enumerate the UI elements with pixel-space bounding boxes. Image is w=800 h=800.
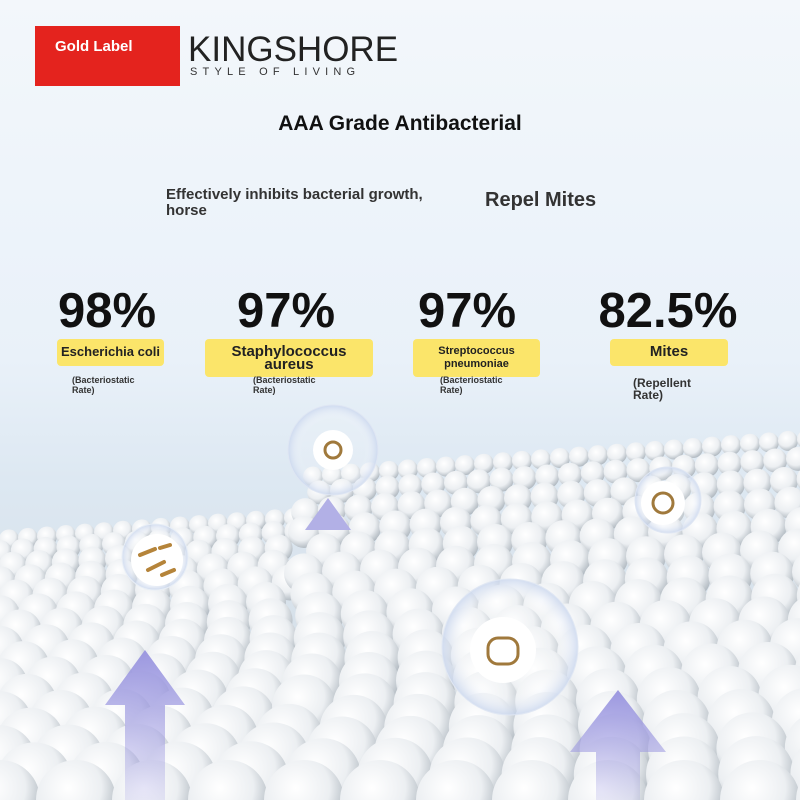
stat-note: (Repellent Rate) <box>633 376 692 402</box>
fiber-ball <box>607 443 627 464</box>
fiber-ball <box>740 433 760 454</box>
fiber-ball <box>36 760 116 800</box>
fiber-ball <box>466 469 491 494</box>
arrows <box>105 498 666 800</box>
fiber-ball <box>436 456 456 477</box>
stat-note: (Bacteriostatic Rate) <box>440 375 503 395</box>
stat-label: Streptococcus pneumoniae <box>413 339 540 377</box>
fiber-ball <box>474 453 494 474</box>
fiber-ball <box>740 450 765 475</box>
fiber-ball <box>398 474 423 499</box>
stat-value: 98% <box>57 284 157 338</box>
fiber-ball <box>512 450 532 471</box>
fiber-ball <box>0 760 40 800</box>
fiber-ball <box>796 782 800 800</box>
icon <box>486 636 520 666</box>
stat-note: (Bacteriostatic Rate) <box>72 375 135 395</box>
fiber-ball <box>720 760 800 800</box>
fiber-ball <box>792 554 800 589</box>
feature: Effectively inhibits bacterial growth, h… <box>166 186 423 219</box>
fiber-ball <box>694 453 719 478</box>
fiber-ball <box>455 455 475 476</box>
badge: Gold Label <box>35 26 180 86</box>
fiber-ball <box>664 439 684 460</box>
fiber-ball <box>512 466 537 491</box>
headline: AAA Grade Antibacterial <box>278 112 522 135</box>
arrow <box>570 690 666 800</box>
stat-value: 97% <box>417 284 517 338</box>
fiber-ball <box>644 760 724 800</box>
fiber-ball <box>626 458 651 483</box>
stat-label: Escherichia coli <box>57 339 164 366</box>
fiber-ball <box>188 760 268 800</box>
fiber-ball <box>716 470 745 499</box>
fiber-ball <box>264 760 344 800</box>
icon <box>313 430 353 470</box>
stat-label: Mites <box>610 339 728 366</box>
fiber-ball <box>489 467 514 492</box>
fiber-ball <box>778 430 798 451</box>
fiber-ball <box>626 442 646 463</box>
icon <box>641 481 685 525</box>
arrow <box>105 650 185 800</box>
fiber-ball <box>763 448 788 473</box>
fiber-ball <box>796 470 800 489</box>
fiber-ball <box>340 760 420 800</box>
fiber-ball <box>493 452 513 473</box>
fiber-ball <box>645 440 665 461</box>
fiber-ball <box>569 446 589 467</box>
fiber-ball <box>550 448 570 468</box>
icon <box>131 534 183 586</box>
fiber-ball <box>535 464 560 489</box>
fiber-ball <box>786 446 800 471</box>
brand-tagline: STYLE OF LIVING <box>190 66 361 78</box>
brand-name: KINGSHORE <box>188 30 399 69</box>
fiber-ball <box>683 438 703 459</box>
fiber-ball <box>531 449 551 470</box>
fiber-ball <box>416 760 496 800</box>
fiber-ball <box>759 432 779 453</box>
icon <box>651 491 675 515</box>
fiber-ball <box>797 432 800 447</box>
stat-label: Staphylococcus aureus <box>205 339 373 377</box>
stat-value: 97% <box>236 284 336 338</box>
icon <box>323 440 343 460</box>
fiber-ball <box>721 435 741 456</box>
fiber-ball <box>492 760 572 800</box>
fiber-ball <box>379 460 399 481</box>
fiber-ball <box>702 436 722 457</box>
icon <box>138 543 176 577</box>
fiber-ball <box>558 462 582 487</box>
fiber-ball <box>588 445 608 466</box>
icon <box>470 617 536 683</box>
bubbles <box>121 404 702 716</box>
arrow <box>305 498 351 530</box>
feature: Repel Mites <box>485 189 597 211</box>
fiber-ball <box>717 451 742 476</box>
stat-note: (Bacteriostatic Rate) <box>253 375 316 395</box>
stat-value: 82.5% <box>598 284 738 338</box>
